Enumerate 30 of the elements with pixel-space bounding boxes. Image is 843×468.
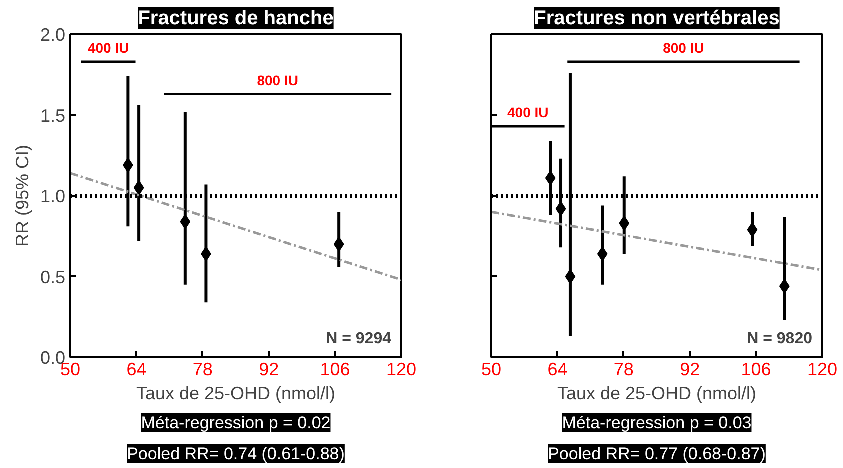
annotation: N = 9294 <box>326 330 392 348</box>
y-tick-label: 0.5 <box>40 267 66 288</box>
annotation: N = 9820 <box>747 330 813 348</box>
x-tick-label: 64 <box>126 360 147 380</box>
text: Méta-regression p = 0.02 <box>141 414 331 432</box>
x-tick-label: 120 <box>386 360 417 380</box>
x-tick-label: 106 <box>741 360 772 380</box>
x-tick-label: 106 <box>320 360 350 380</box>
x-tick-label: 50 <box>481 360 502 380</box>
series-label: 400 IU <box>88 40 130 56</box>
series-label: 800 IU <box>257 72 298 88</box>
x-axis-title: Taux de 25-OHD (nmol/l) <box>557 384 757 404</box>
x-axis-title: Taux de 25-OHD (nmol/l) <box>136 384 336 404</box>
text: Pooled RR= 0.77 (0.68-0.87) <box>548 444 766 464</box>
y-tick-label: 1.5 <box>40 106 66 126</box>
x-tick-label: 78 <box>192 360 213 380</box>
x-tick-label: 92 <box>259 360 280 380</box>
series-label: 800 IU <box>663 40 704 56</box>
x-tick-label: 120 <box>807 360 838 380</box>
chart-title: Fractures de hanche <box>138 8 334 30</box>
legend-label: 400 IU <box>508 104 549 121</box>
y-tick-label: 1.0 <box>40 186 66 206</box>
text: Méta-regression p = 0.03 <box>562 414 752 432</box>
x-tick-label: 64 <box>548 360 568 380</box>
x-tick-label: 92 <box>680 360 700 380</box>
chart-title: Fractures non vertébrales <box>534 8 780 30</box>
text: Pooled RR= 0.74 (0.61-0.88) <box>127 444 345 464</box>
y-axis-title: RR (95% CI) <box>12 144 32 248</box>
x-tick-label: 78 <box>614 360 634 380</box>
y-tick-label: 2.0 <box>40 25 66 45</box>
